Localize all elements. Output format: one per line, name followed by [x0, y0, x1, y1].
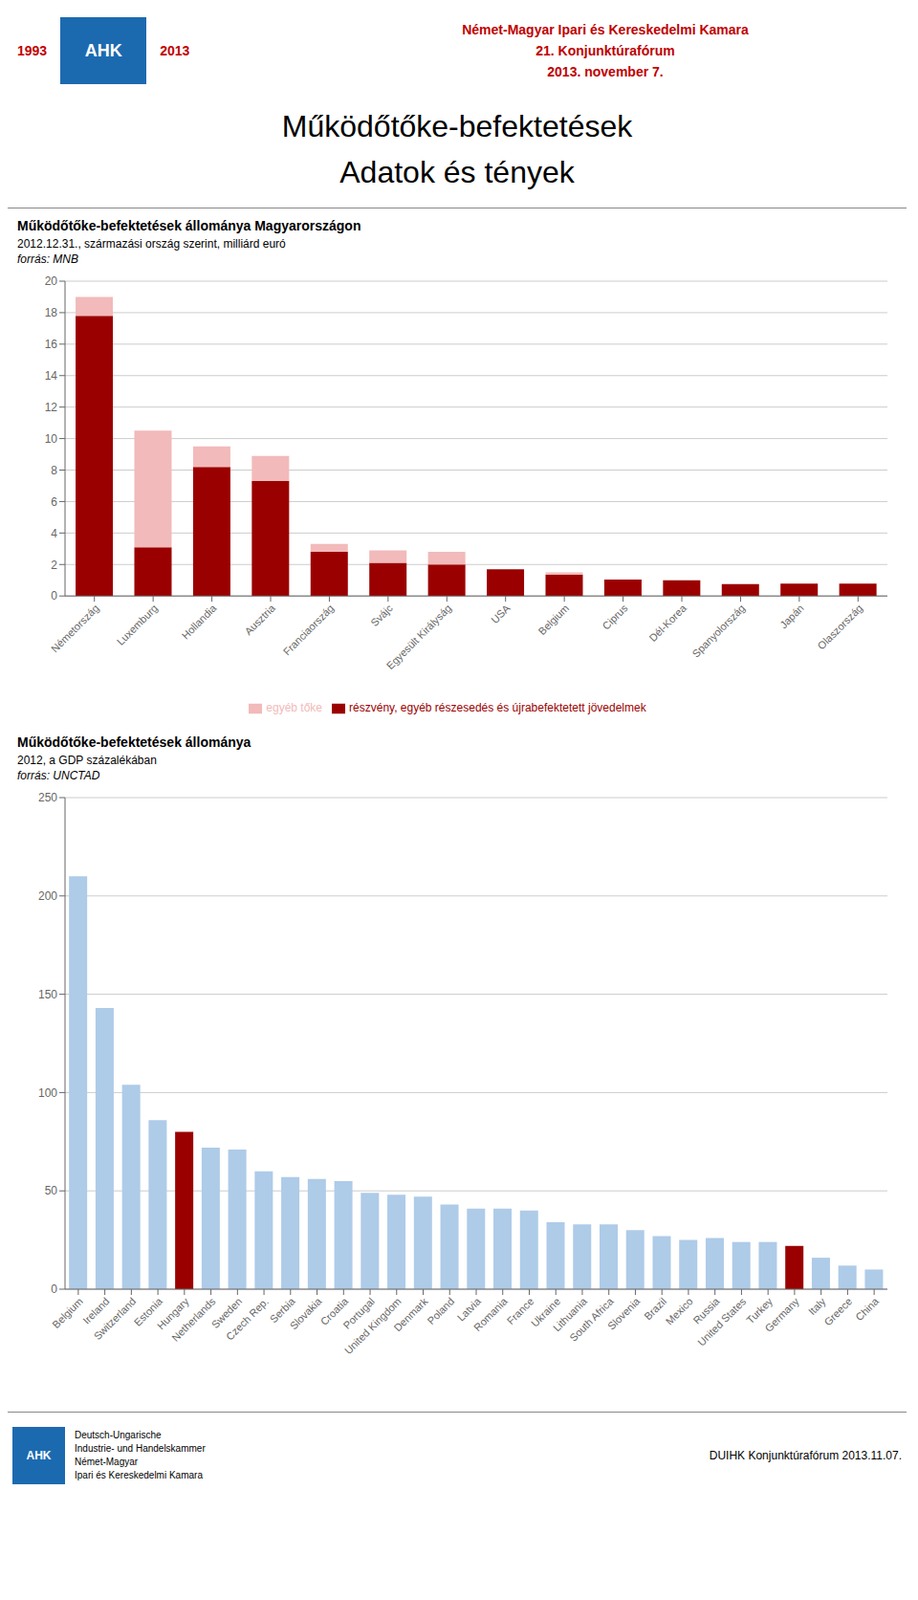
svg-text:Italy: Italy	[806, 1294, 829, 1317]
svg-text:Denmark: Denmark	[391, 1294, 430, 1334]
svg-text:Belgium: Belgium	[535, 602, 571, 638]
svg-text:50: 50	[44, 1183, 59, 1198]
html-text:Deutsch-Ungarische Industrie-: Deutsch-Ungarische Industrie- und Handel…	[74, 1429, 206, 1481]
svg-text:China: China	[852, 1294, 881, 1323]
html-text:AHK: AHK	[26, 1448, 52, 1463]
html-text:2013. november 7.: 2013. november 7.	[547, 64, 664, 80]
svg-text:Olaszország: Olaszország	[815, 602, 866, 653]
svg-text:Brazil: Brazil	[641, 1295, 669, 1322]
svg-text:Germany: Germany	[762, 1294, 802, 1334]
svg-text:20: 20	[44, 274, 59, 288]
svg-text:Japán: Japán	[777, 602, 807, 632]
html-text:2012.12.31., származási ország: 2012.12.31., származási ország szerint, …	[17, 237, 286, 251]
svg-text:2: 2	[50, 558, 58, 572]
svg-text:Németország: Németország	[48, 602, 102, 656]
svg-text:Russia: Russia	[690, 1295, 722, 1327]
svg-text:Turkey: Turkey	[744, 1295, 775, 1326]
svg-text:Estonia: Estonia	[131, 1295, 165, 1329]
svg-text:South Africa: South Africa	[567, 1295, 616, 1344]
html-text:2012, a GDP százalékában: 2012, a GDP százalékában	[17, 753, 157, 767]
svg-text:United States: United States	[695, 1294, 749, 1349]
svg-text:Hungary: Hungary	[154, 1295, 192, 1332]
svg-text:6: 6	[50, 495, 58, 509]
html-text:AHK: AHK	[84, 40, 123, 60]
svg-text:4: 4	[50, 526, 58, 541]
svg-text:Netherlands: Netherlands	[169, 1294, 219, 1344]
svg-text:Slovenia: Slovenia	[605, 1294, 643, 1333]
html-text:Működőtőke-befektetések állomá: Működőtőke-befektetések állománya	[17, 734, 251, 750]
svg-text:United Kingdom: United Kingdom	[342, 1295, 404, 1357]
svg-text:250: 250	[38, 790, 58, 805]
svg-text:France: France	[504, 1295, 536, 1327]
svg-text:Romania: Romania	[471, 1294, 510, 1334]
html-text:forrás: MNB: forrás: MNB	[17, 252, 79, 266]
svg-text:Ciprus: Ciprus	[600, 601, 631, 632]
svg-text:Franciaország: Franciaország	[281, 602, 337, 658]
html-text:21. Konjunktúrafórum: 21. Konjunktúrafórum	[535, 43, 675, 59]
html-text:2013: 2013	[159, 43, 190, 59]
svg-text:Ireland: Ireland	[80, 1295, 112, 1327]
svg-text:12: 12	[44, 400, 59, 415]
svg-text:0: 0	[50, 589, 58, 603]
svg-text:200: 200	[38, 889, 58, 903]
html-text:Német-Magyar Ipari és Keresked: Német-Magyar Ipari és Kereskedelmi Kamar…	[462, 21, 749, 38]
svg-text:Serbia: Serbia	[267, 1295, 298, 1325]
svg-text:16: 16	[44, 337, 59, 351]
svg-text:Dél-Korea: Dél-Korea	[646, 601, 689, 644]
html-text:1993: 1993	[17, 43, 48, 59]
svg-text:Egyesült Királyság: Egyesült Királyság	[384, 602, 454, 672]
html-text:DUIHK Konjunktúrafórum 2013.11: DUIHK Konjunktúrafórum 2013.11.07.	[709, 1448, 902, 1463]
svg-text:Hollandia: Hollandia	[179, 601, 220, 642]
svg-text:Spanyolország: Spanyolország	[689, 602, 747, 660]
svg-text:8: 8	[50, 463, 58, 478]
html-text:Működőtőke-befektetések állomá: Működőtőke-befektetések állománya Magyar…	[17, 218, 361, 234]
svg-text:Mexico: Mexico	[663, 1294, 696, 1327]
html-text:részvény, egyéb részesedés és: részvény, egyéb részesedés és újrabefekt…	[349, 701, 647, 715]
svg-text:Slovakia: Slovakia	[287, 1294, 326, 1333]
svg-text:Luxemburg: Luxemburg	[114, 602, 160, 648]
svg-text:0: 0	[50, 1282, 58, 1296]
svg-text:Greece: Greece	[821, 1294, 854, 1328]
svg-text:Switzerland: Switzerland	[91, 1294, 139, 1342]
svg-text:Czech Rep.: Czech Rep.	[223, 1294, 271, 1342]
svg-text:14: 14	[44, 369, 59, 383]
svg-text:10: 10	[44, 432, 59, 446]
html-text:forrás: UNCTAD: forrás: UNCTAD	[17, 768, 100, 783]
svg-text:Croatia: Croatia	[318, 1295, 351, 1328]
svg-text:Sweden: Sweden	[209, 1295, 245, 1331]
svg-text:Svájc: Svájc	[368, 601, 395, 629]
svg-text:Belgium: Belgium	[49, 1294, 86, 1331]
svg-text:150: 150	[38, 987, 58, 1002]
html-text:Adatok és tények: Adatok és tények	[339, 154, 575, 190]
html-text:egyéb tőke: egyéb tőke	[266, 701, 323, 715]
svg-text:Poland: Poland	[424, 1294, 457, 1327]
svg-text:Portugal: Portugal	[340, 1295, 377, 1332]
svg-text:18: 18	[44, 306, 59, 320]
svg-text:USA: USA	[488, 601, 513, 626]
svg-text:Lithuania: Lithuania	[550, 1295, 589, 1334]
svg-text:Latvia: Latvia	[454, 1295, 483, 1324]
html-text:Működőtőke-befektetések: Működőtőke-befektetések	[281, 109, 633, 144]
svg-text:Ukraine: Ukraine	[528, 1295, 563, 1329]
svg-text:Ausztria: Ausztria	[241, 601, 278, 637]
svg-text:100: 100	[38, 1086, 58, 1100]
